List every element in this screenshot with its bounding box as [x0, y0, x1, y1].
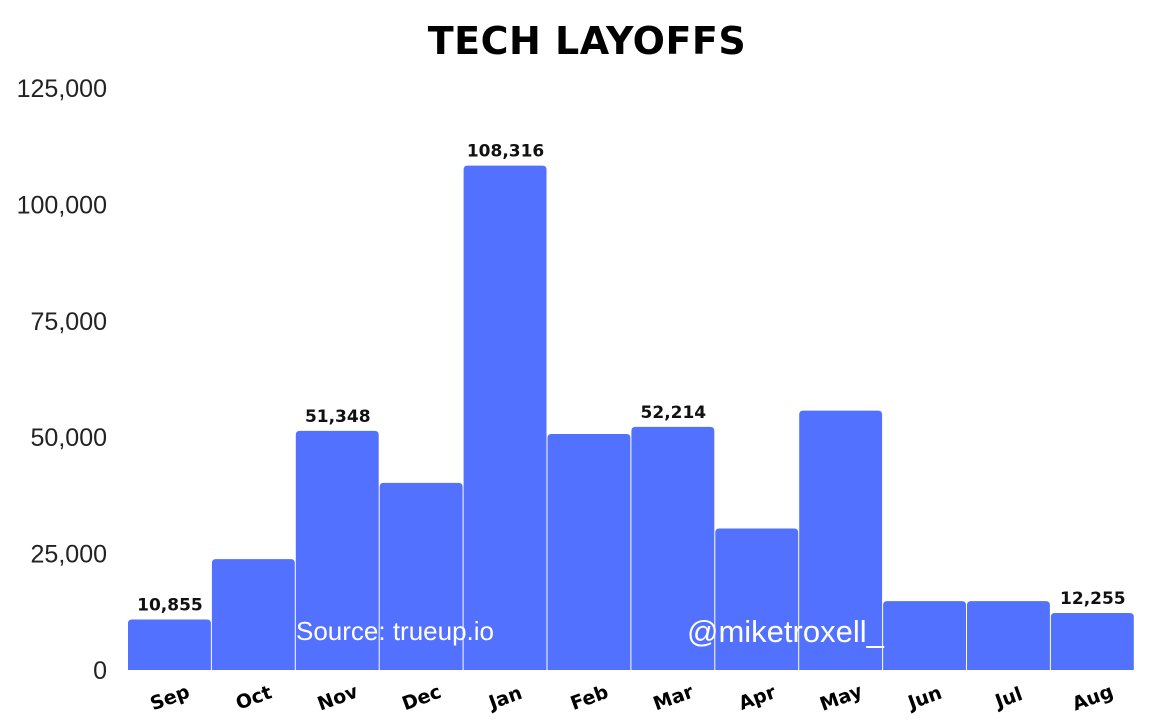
x-tick-label: Oct: [233, 681, 275, 714]
bar-sep: [128, 619, 211, 670]
bar-oct: [211, 559, 295, 670]
bar-feb: [547, 433, 631, 670]
y-tick-label: 125,000: [17, 75, 107, 103]
source-annotation: Source: trueup.io: [296, 616, 494, 646]
data-label-jan: 108,316: [467, 142, 544, 162]
y-tick-label: 25,000: [31, 541, 107, 569]
x-tick-label: Nov: [315, 680, 362, 715]
data-label-mar: 52,214: [641, 403, 707, 423]
bar-may: [799, 410, 883, 670]
x-tick-label: Jul: [991, 683, 1026, 714]
x-tick-label: Jan: [484, 682, 525, 715]
chart-title: TECH LAYOFFS: [428, 19, 747, 63]
y-tick-label: 50,000: [31, 424, 107, 452]
y-axis: 0 25,000 50,000 75,000 100,000 125,000: [17, 75, 107, 685]
x-tick-label: Mar: [650, 680, 697, 715]
bars: [128, 165, 1134, 670]
bar-jan: [463, 165, 547, 670]
bar-dec: [379, 482, 463, 670]
x-tick-label: Jun: [903, 682, 944, 715]
bar-mar: [631, 426, 715, 670]
y-tick-label: 100,000: [17, 191, 107, 219]
x-tick-label: Dec: [399, 681, 444, 715]
x-tick-label: May: [817, 680, 866, 716]
x-tick-label: Sep: [147, 681, 192, 715]
y-tick-label: 75,000: [31, 308, 107, 336]
y-tick-label: 0: [93, 657, 107, 685]
bar-jun: [883, 601, 966, 670]
data-labels: 10,855 51,348 108,316 52,214 12,255: [137, 142, 1126, 616]
data-label-aug: 12,255: [1060, 589, 1126, 609]
data-label-sep: 10,855: [137, 595, 203, 615]
x-tick-label: Apr: [736, 681, 780, 715]
bar-aug: [1050, 612, 1134, 670]
bar-nov: [295, 430, 379, 670]
x-axis: Sep Oct Nov Dec Jan Feb Mar Apr May Jun Jul Aug: [147, 680, 1116, 716]
data-label-nov: 51,348: [305, 407, 371, 427]
author-annotation: @miketroxell_: [687, 614, 885, 649]
x-tick-label: Feb: [568, 681, 612, 715]
bar-jul: [967, 601, 1050, 670]
bar-apr: [715, 528, 799, 670]
x-tick-label: Aug: [1069, 681, 1116, 716]
